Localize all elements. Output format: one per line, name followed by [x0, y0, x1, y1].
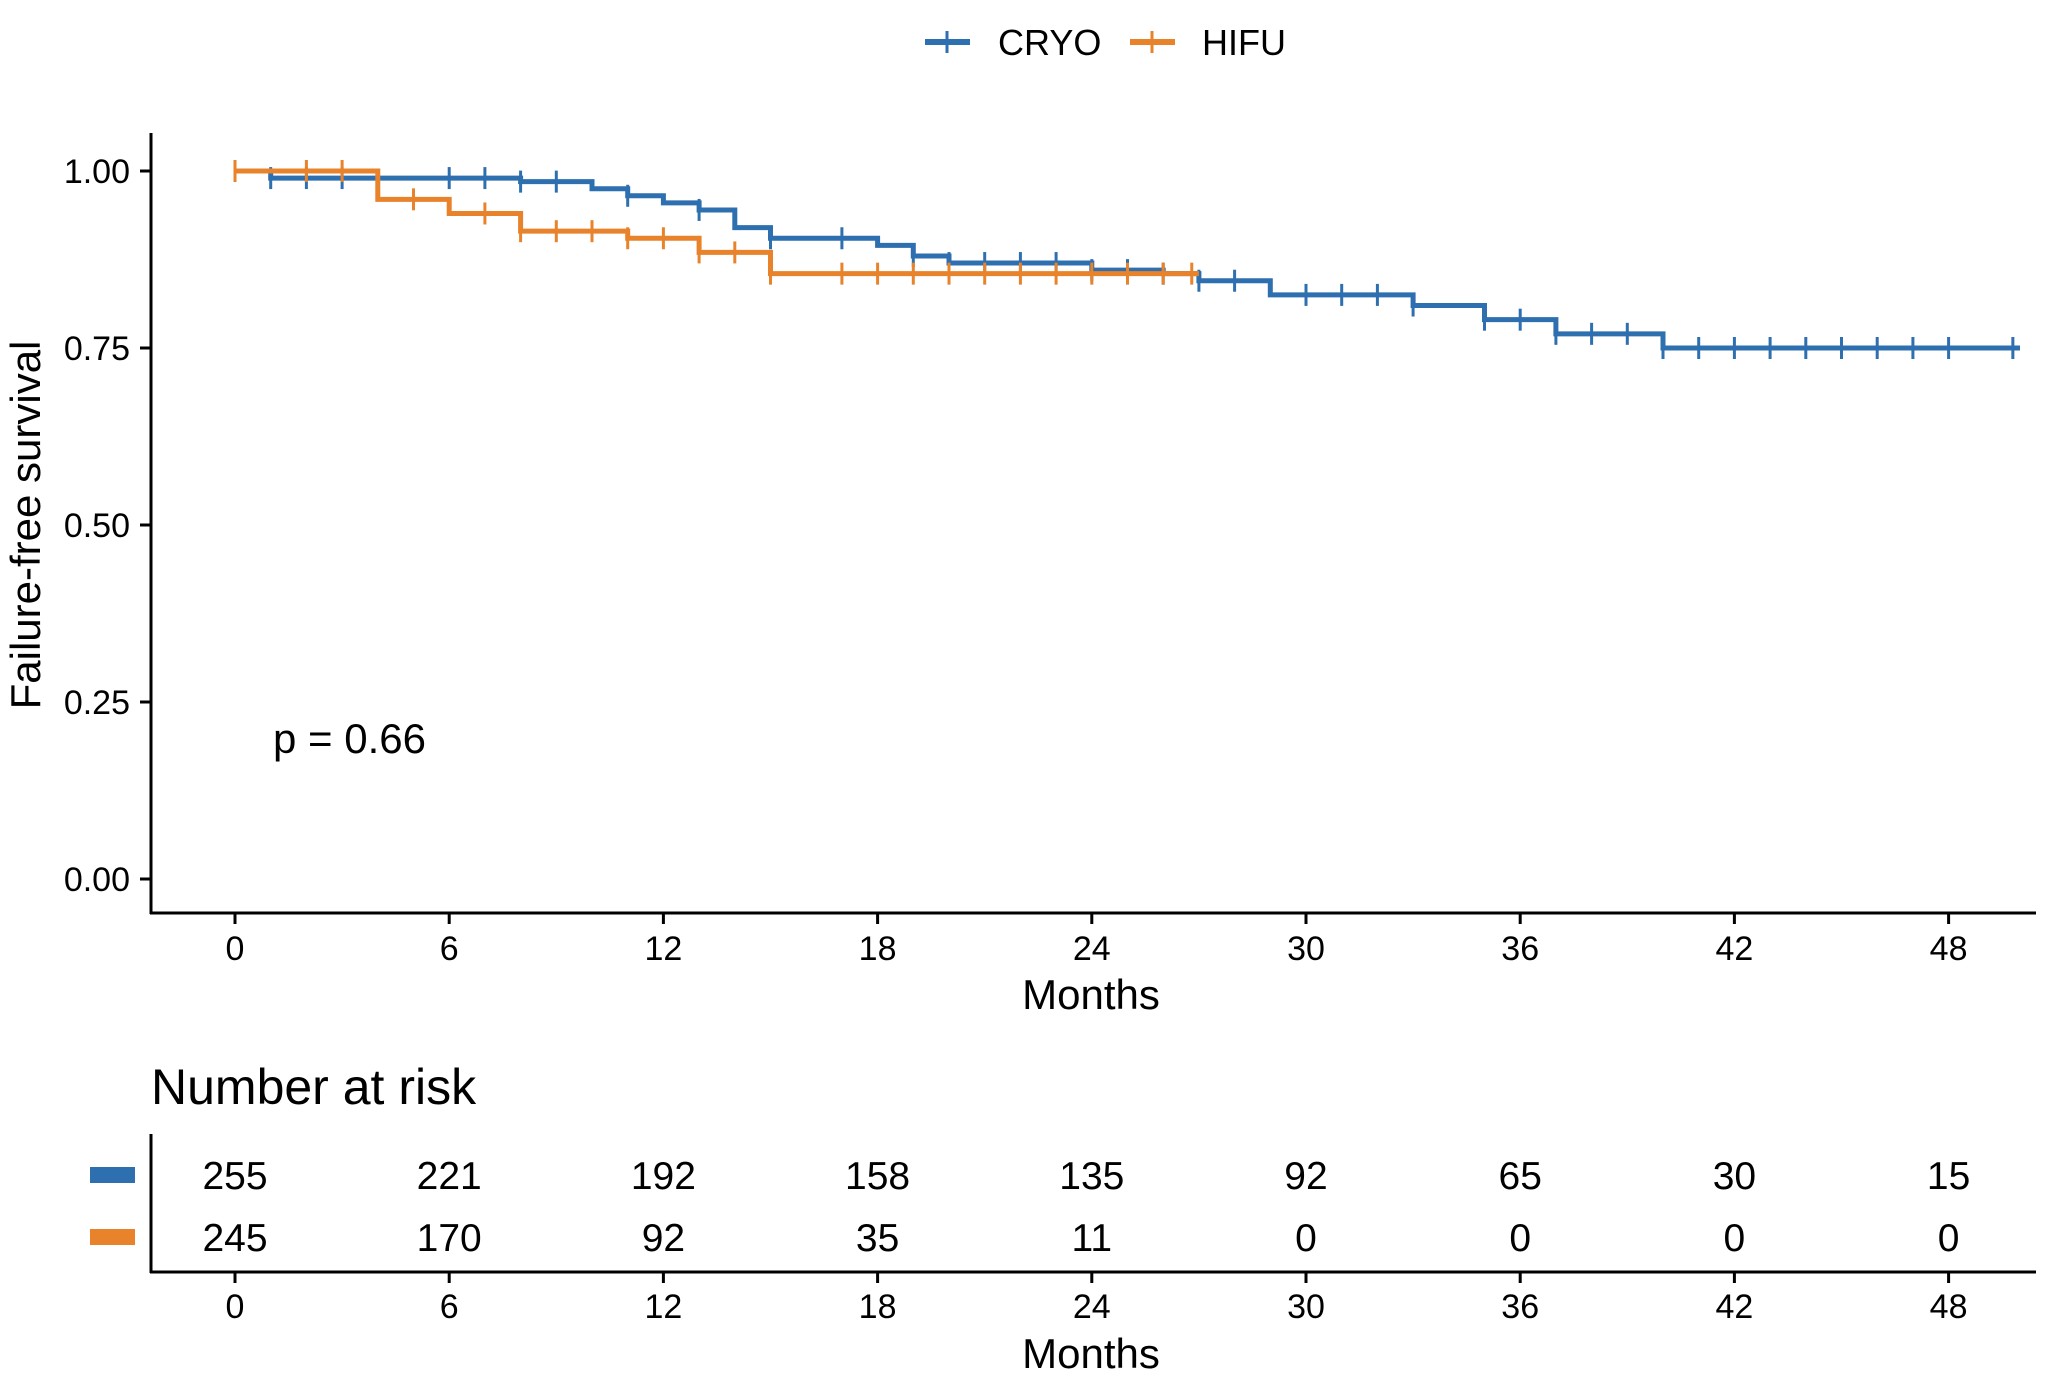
x-tick-label: 0	[226, 1288, 245, 1326]
risk-count-hifu: 0	[1724, 1217, 1746, 1260]
x-tick-label: 6	[440, 1288, 459, 1326]
risk-count-cryo: 30	[1713, 1155, 1756, 1198]
y-tick-label: 0.25	[64, 684, 130, 722]
x-tick-label: 18	[859, 1288, 897, 1326]
risk-count-cryo: 221	[417, 1155, 482, 1198]
legend-item-hifu[interactable]: HIFU	[1130, 22, 1286, 63]
x-tick-label: 12	[644, 930, 682, 968]
x-tick-label: 36	[1501, 1288, 1539, 1326]
x-tick-label: 24	[1073, 930, 1111, 968]
risk-count-cryo: 135	[1059, 1155, 1124, 1198]
x-tick-label: 30	[1287, 930, 1325, 968]
y-tick-label: 0.75	[64, 330, 130, 368]
risk-count-cryo: 192	[631, 1155, 696, 1198]
x-tick-label: 36	[1501, 930, 1539, 968]
survival-plot: 0.00 0.25 0.50 0.75 1.00 0 6 12 18 24 30 36 42 48 Fa…	[2, 133, 2036, 1018]
risk-table: Number at risk 255 221 192 158 135 92 65 30 15 24…	[90, 1059, 2036, 1376]
risk-count-cryo: 158	[845, 1155, 910, 1198]
legend-item-cryo[interactable]: CRYO	[925, 22, 1101, 63]
risk-count-cryo: 15	[1927, 1155, 1970, 1198]
x-axis-title: Months	[1022, 971, 1160, 1018]
risk-row-cryo: 255 221 192 158 135 92 65 30 15	[90, 1155, 1970, 1198]
risk-count-hifu: 170	[417, 1217, 482, 1260]
risk-count-hifu: 0	[1938, 1217, 1960, 1260]
risk-count-hifu: 245	[202, 1217, 267, 1260]
x-tick-label: 24	[1073, 1288, 1111, 1326]
legend: CRYO HIFU	[925, 22, 1286, 63]
x-axis-ticks: 0 6 12 18 24 30 36 42 48	[226, 913, 1968, 968]
risk-rows: 255 221 192 158 135 92 65 30 15 245 170 92 35 11 0 0 0 0	[90, 1155, 1970, 1260]
y-tick-label: 0.50	[64, 507, 130, 545]
risk-count-hifu: 0	[1509, 1217, 1531, 1260]
x-tick-label: 30	[1287, 1288, 1325, 1326]
curve-hifu	[235, 168, 1199, 277]
risk-row-swatch-hifu	[90, 1229, 135, 1245]
x-tick-label: 42	[1715, 1288, 1753, 1326]
risk-count-hifu: 35	[856, 1217, 899, 1260]
legend-label-cryo: CRYO	[998, 22, 1101, 63]
risk-count-hifu: 11	[1072, 1217, 1113, 1260]
x-tick-label: 48	[1930, 1288, 1968, 1326]
x-tick-label: 18	[859, 930, 897, 968]
x-tick-label: 42	[1715, 930, 1753, 968]
y-axis-title: Failure-free survival	[2, 341, 49, 710]
risk-count-cryo: 65	[1499, 1155, 1542, 1198]
risk-x-axis-ticks: 0 6 12 18 24 30 36 42 48	[226, 1272, 1968, 1326]
series-hifu	[233, 160, 1199, 285]
legend-label-hifu: HIFU	[1202, 22, 1286, 63]
risk-count-cryo: 92	[1284, 1155, 1327, 1198]
y-axis-ticks: 0.00 0.25 0.50 0.75 1.00	[64, 153, 151, 899]
survival-curves	[233, 160, 2020, 359]
risk-count-hifu: 0	[1295, 1217, 1317, 1260]
risk-row-swatch-cryo	[90, 1167, 135, 1183]
x-tick-label: 0	[226, 930, 245, 968]
risk-row-hifu: 245 170 92 35 11 0 0 0 0	[90, 1217, 1959, 1260]
risk-x-axis-title: Months	[1022, 1330, 1160, 1376]
x-tick-label: 6	[440, 930, 459, 968]
x-tick-label: 12	[644, 1288, 682, 1326]
risk-count-cryo: 255	[202, 1155, 267, 1198]
risk-count-hifu: 92	[642, 1217, 685, 1260]
y-tick-label: 0.00	[64, 861, 130, 899]
x-tick-label: 48	[1930, 930, 1968, 968]
y-tick-label: 1.00	[64, 153, 130, 191]
p-value-annotation: p = 0.66	[273, 715, 426, 762]
risk-table-title: Number at risk	[151, 1059, 477, 1115]
